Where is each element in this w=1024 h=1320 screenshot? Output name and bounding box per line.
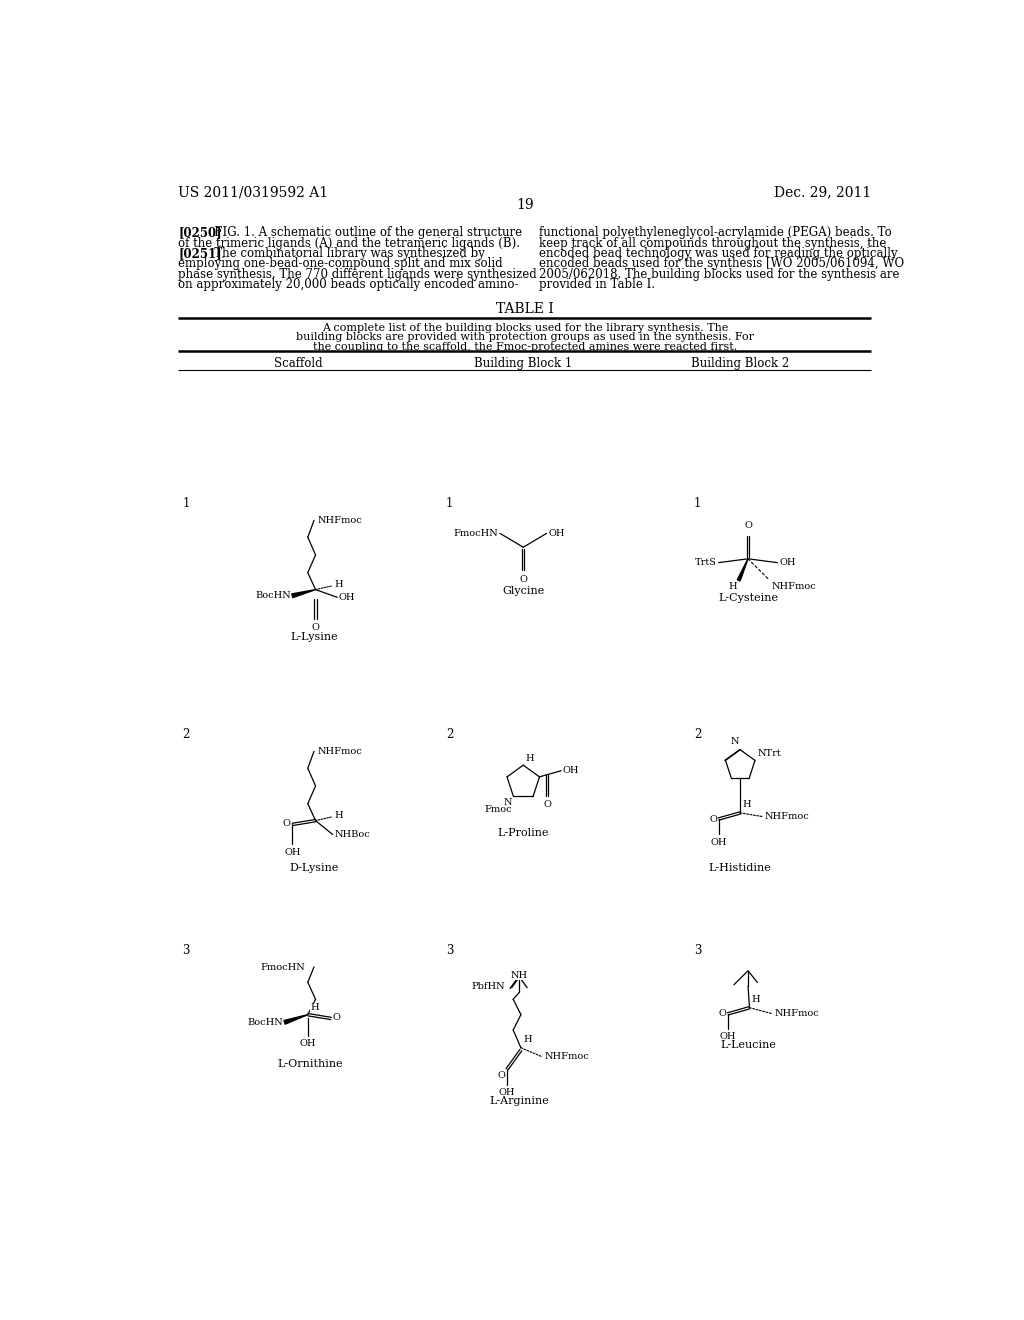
Text: 2: 2: [182, 729, 189, 742]
Text: building blocks are provided with protection groups as used in the synthesis. Fo: building blocks are provided with protec…: [296, 333, 754, 342]
Text: FmocHN: FmocHN: [454, 529, 499, 537]
Polygon shape: [292, 590, 315, 598]
Text: OH: OH: [779, 558, 796, 568]
Text: 2005/062018. The building blocks used for the synthesis are: 2005/062018. The building blocks used fo…: [539, 268, 899, 281]
Text: on approximately 20,000 beads optically encoded amino-: on approximately 20,000 beads optically …: [178, 279, 519, 292]
Text: H: H: [334, 812, 343, 821]
Text: NHFmoc: NHFmoc: [765, 812, 810, 821]
Text: H: H: [310, 1003, 318, 1012]
Text: FIG. 1. A schematic outline of the general structure: FIG. 1. A schematic outline of the gener…: [203, 226, 521, 239]
Text: [0250]: [0250]: [178, 226, 222, 239]
Text: O: O: [283, 820, 291, 828]
Text: Building Block 2: Building Block 2: [691, 358, 790, 370]
Text: 1: 1: [445, 498, 454, 511]
Text: BocHN: BocHN: [247, 1018, 283, 1027]
Text: OH: OH: [548, 529, 564, 537]
Text: H: H: [752, 995, 761, 1003]
Text: L-Leucine: L-Leucine: [720, 1040, 776, 1049]
Text: 19: 19: [516, 198, 534, 213]
Text: 2: 2: [445, 729, 454, 742]
Text: phase synthesis. The 770 different ligands were synthesized: phase synthesis. The 770 different ligan…: [178, 268, 538, 281]
Text: TrtS: TrtS: [695, 558, 717, 568]
Text: encoded bead technology was used for reading the optically: encoded bead technology was used for rea…: [539, 247, 897, 260]
Text: PbfHN: PbfHN: [472, 982, 506, 990]
Text: NTrt: NTrt: [758, 748, 781, 758]
Text: L-Histidine: L-Histidine: [709, 863, 772, 873]
Text: Scaffold: Scaffold: [274, 358, 323, 370]
Text: O: O: [498, 1071, 506, 1080]
Text: 1: 1: [693, 498, 701, 511]
Text: provided in Table I.: provided in Table I.: [539, 279, 655, 292]
Text: O: O: [544, 800, 551, 809]
Text: O: O: [333, 1014, 340, 1022]
Text: the coupling to the scaffold, the Fmoc-protected amines were reacted first.: the coupling to the scaffold, the Fmoc-p…: [312, 342, 737, 351]
Text: of the trimeric ligands (A) and the tetrameric ligands (B).: of the trimeric ligands (A) and the tetr…: [178, 236, 520, 249]
Text: BocHN: BocHN: [255, 591, 291, 601]
Text: NHFmoc: NHFmoc: [774, 1010, 819, 1018]
Text: H: H: [334, 581, 343, 590]
Text: 3: 3: [445, 944, 454, 957]
Text: keep track of all compounds throughout the synthesis, the: keep track of all compounds throughout t…: [539, 236, 886, 249]
Text: Dec. 29, 2011: Dec. 29, 2011: [774, 185, 871, 199]
Text: employing one-bead-one-compound split and mix solid: employing one-bead-one-compound split an…: [178, 257, 503, 271]
Text: 3: 3: [693, 944, 701, 957]
Text: 3: 3: [182, 944, 189, 957]
Text: NHFmoc: NHFmoc: [317, 747, 362, 756]
Text: TABLE I: TABLE I: [496, 302, 554, 317]
Text: L-Arginine: L-Arginine: [489, 1096, 549, 1106]
Text: NHFmoc: NHFmoc: [544, 1052, 589, 1061]
Text: NHFmoc: NHFmoc: [771, 582, 816, 591]
Text: NH: NH: [511, 970, 528, 979]
Text: O: O: [519, 576, 527, 583]
Text: Fmoc: Fmoc: [484, 805, 512, 814]
Polygon shape: [737, 558, 748, 581]
Text: US 2011/0319592 A1: US 2011/0319592 A1: [178, 185, 329, 199]
Text: encoded beads used for the synthesis [WO 2005/061094, WO: encoded beads used for the synthesis [WO…: [539, 257, 904, 271]
Text: 1: 1: [182, 498, 189, 511]
Text: functional polyethyleneglycol-acrylamide (PEGA) beads. To: functional polyethyleneglycol-acrylamide…: [539, 226, 892, 239]
Text: D-Lysine: D-Lysine: [290, 863, 339, 873]
Text: O: O: [744, 520, 752, 529]
Text: FmocHN: FmocHN: [260, 964, 305, 972]
Text: [0251]: [0251]: [178, 247, 222, 260]
Text: N: N: [503, 799, 512, 807]
Text: N: N: [730, 737, 738, 746]
Text: 2: 2: [693, 729, 701, 742]
Text: O: O: [719, 1010, 726, 1018]
Polygon shape: [284, 1015, 308, 1024]
Text: NHFmoc: NHFmoc: [317, 516, 362, 525]
Text: H: H: [742, 800, 752, 809]
Text: OH: OH: [563, 766, 580, 775]
Text: OH: OH: [339, 593, 355, 602]
Text: L-Cysteine: L-Cysteine: [718, 594, 778, 603]
Text: O: O: [311, 623, 319, 632]
Text: H: H: [525, 754, 535, 763]
Text: H: H: [523, 1035, 531, 1044]
Text: OH: OH: [284, 847, 301, 857]
Text: Glycine: Glycine: [502, 586, 545, 595]
Text: L-Lysine: L-Lysine: [290, 632, 338, 642]
Text: The combinatorial library was synthesized by: The combinatorial library was synthesize…: [203, 247, 484, 260]
Text: OH: OH: [711, 837, 727, 846]
Text: L-Proline: L-Proline: [498, 829, 549, 838]
Text: OH: OH: [499, 1088, 515, 1097]
Text: H: H: [728, 582, 737, 591]
Text: L-Ornithine: L-Ornithine: [278, 1059, 343, 1069]
Text: OH: OH: [300, 1039, 316, 1048]
Text: A complete list of the building blocks used for the library synthesis. The: A complete list of the building blocks u…: [322, 323, 728, 333]
Text: OH: OH: [720, 1032, 736, 1041]
Text: NHBoc: NHBoc: [334, 830, 370, 840]
Text: Building Block 1: Building Block 1: [474, 358, 572, 370]
Text: O: O: [710, 814, 717, 824]
